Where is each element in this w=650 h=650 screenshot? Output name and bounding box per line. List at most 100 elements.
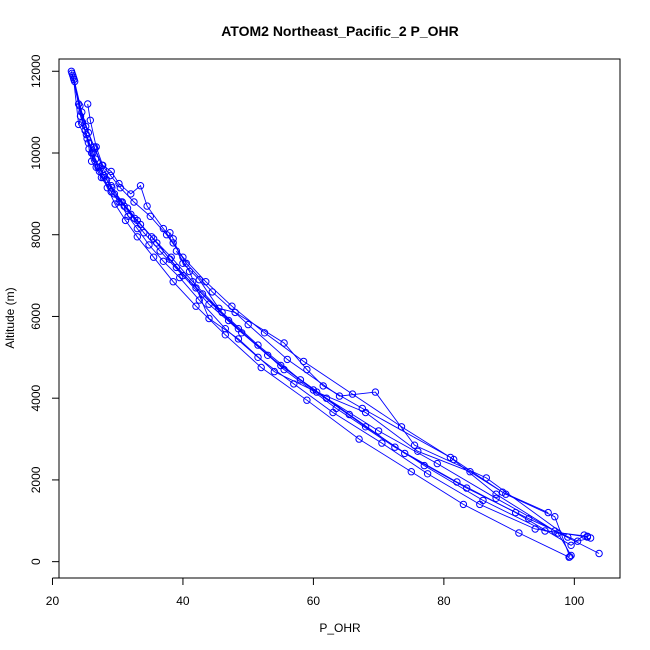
data-point [492, 490, 500, 498]
series-line [169, 232, 572, 556]
data-point [313, 388, 321, 396]
data-point [254, 341, 262, 349]
series-line [87, 103, 569, 538]
data-point [329, 408, 337, 417]
data-point [166, 229, 174, 237]
data-point [208, 288, 217, 296]
data-point [169, 278, 177, 286]
y-axis-label: Altitude (m) [3, 287, 17, 348]
data-point [254, 353, 262, 361]
y-axis: 0 2000 4000 6000 8000 10000 12000 [29, 54, 60, 565]
series-6 [67, 67, 552, 517]
data-point [185, 267, 194, 276]
data-point [476, 500, 484, 509]
series-2 [70, 75, 603, 558]
data-point [595, 549, 603, 558]
data-point [583, 533, 592, 541]
data-point [567, 551, 575, 560]
y-tick-label: 4000 [29, 385, 43, 412]
series-line [70, 71, 549, 514]
data-point [205, 314, 213, 323]
data-point [453, 478, 461, 486]
plot-frame [58, 58, 621, 579]
series-7 [84, 100, 572, 541]
data-point [195, 296, 204, 304]
data-point [234, 335, 243, 343]
data-point [85, 145, 93, 153]
series-4 [71, 77, 573, 561]
series-line [72, 75, 585, 546]
data-point [195, 276, 204, 284]
data-point [159, 257, 168, 265]
data-point [378, 439, 386, 447]
y-tick-label: 6000 [29, 303, 43, 330]
data-point [115, 198, 123, 206]
x-tick-label: 60 [307, 594, 321, 608]
data-point [99, 161, 107, 170]
data-point [551, 513, 559, 521]
data-point [361, 408, 370, 417]
data-point [205, 300, 213, 308]
data-point [433, 459, 441, 468]
data-point [115, 179, 123, 188]
data-point [153, 239, 161, 247]
data-point [176, 273, 184, 282]
data-point [84, 100, 92, 108]
series-line [176, 250, 571, 557]
data-point [257, 363, 265, 372]
series-8 [85, 145, 592, 541]
data-point [74, 100, 83, 108]
data-point [143, 202, 151, 210]
data-point [192, 302, 200, 310]
data-point [345, 410, 353, 419]
data-point [391, 443, 399, 451]
data-point [466, 468, 474, 476]
data-point [407, 468, 415, 476]
data-point [374, 427, 383, 435]
x-axis-label: P_OHR [319, 621, 361, 635]
data-point [446, 453, 455, 462]
data-point [221, 325, 230, 333]
y-tick-label: 12000 [29, 54, 43, 88]
data-point [414, 447, 422, 455]
series-line [88, 148, 588, 538]
data-point [145, 241, 153, 249]
data-point [586, 534, 595, 542]
data-point [121, 216, 130, 225]
data-point [355, 435, 363, 443]
data-point [319, 382, 327, 390]
data-point [92, 143, 100, 151]
data-point [124, 212, 132, 221]
data-point [133, 224, 142, 233]
data-point [127, 190, 135, 198]
data-point [296, 376, 305, 384]
data-point [573, 537, 582, 545]
x-axis: 20 40 60 80 100 [46, 577, 585, 608]
series-line [73, 79, 591, 542]
data-point [111, 200, 119, 208]
data-point [459, 500, 468, 509]
data-point [167, 253, 175, 261]
data-point [567, 541, 575, 549]
data-point [179, 259, 187, 267]
data-point [525, 515, 533, 523]
data-point [92, 163, 100, 172]
data-point [303, 396, 311, 404]
data-point [215, 304, 223, 312]
data-point [149, 253, 158, 261]
data-point [401, 449, 409, 458]
data-point [67, 67, 76, 76]
data-point [82, 122, 90, 131]
data-point [303, 365, 311, 374]
series-layer [67, 67, 603, 561]
data-point [234, 325, 243, 333]
series-10 [172, 247, 574, 561]
series-5 [70, 75, 595, 545]
data-point [86, 116, 95, 125]
series-9 [166, 229, 575, 560]
x-tick-label: 20 [46, 594, 60, 608]
data-point [159, 224, 168, 233]
x-tick-label: 40 [176, 594, 190, 608]
series-3 [69, 71, 588, 549]
series-line [71, 73, 588, 537]
